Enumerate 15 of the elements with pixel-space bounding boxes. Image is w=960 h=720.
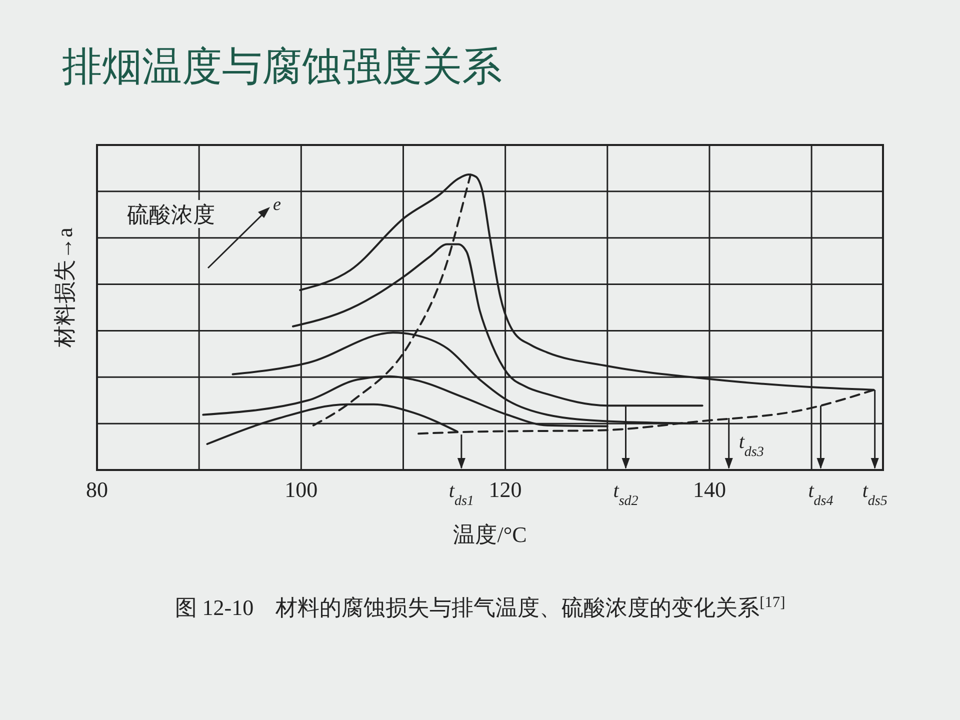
x-tick-label: 120 [488,477,522,502]
annotation: t$_{ds3}$ [738,431,764,460]
x-axis-title: 温度/°C [453,522,527,547]
annotation: t$_{ds4}$ [808,480,834,508]
caption: 图 12-10 材料的腐蚀损失与排气温度、硫酸浓度的变化关系$^{[17]}$ [174,594,786,620]
x-tick-label: 100 [284,477,318,502]
annotation: e [273,194,281,214]
annotation: 硫酸浓度 [127,203,215,228]
y-axis-title: 材料损失→a [52,227,77,348]
x-tick-label: 80 [86,477,108,502]
x-tick-label: 140 [692,477,726,502]
annotation: t$_{sd2}$ [613,480,638,508]
annotation: t$_{ds5}$ [862,480,888,508]
annotation: t$_{ds1}$ [448,480,474,508]
chart-title: 排烟温度与腐蚀强度关系 [62,44,502,90]
